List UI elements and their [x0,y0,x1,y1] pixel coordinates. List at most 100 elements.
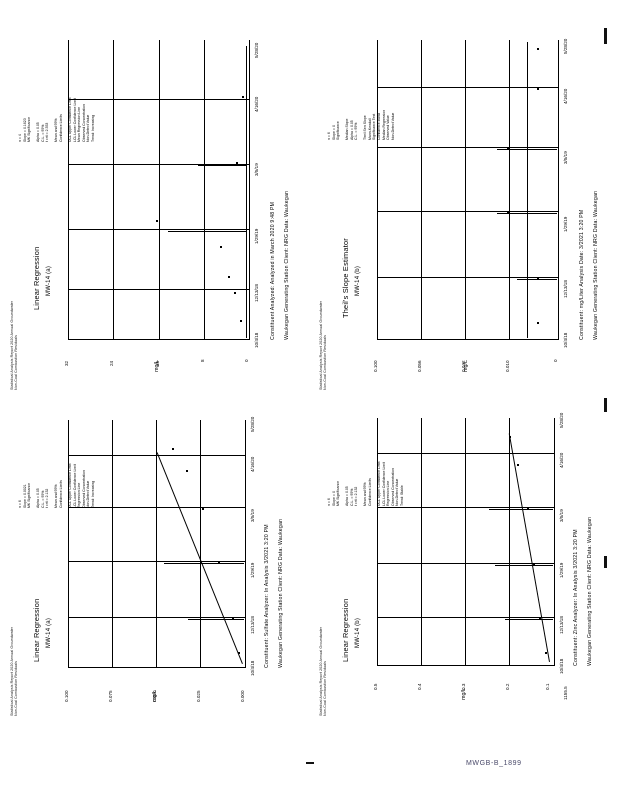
x-tick-label: 12/13/18 [250,616,255,634]
x-tick-label: 5/28/20 [250,416,255,432]
y-tick-label: 0.056 [417,360,422,373]
gridline-vertical [377,147,559,148]
regression-line [246,46,247,338]
footer-line-2: Waukegan Generating Station Client: NRG … [587,516,593,666]
plot-area: 32 24 16 8 0 10/4/18 12/13/18 1/29/19 3/… [64,40,259,366]
plot-area: 0.5 0.4 0.3 0.2 0.1 1155.5 10/4/18 12/13… [373,413,568,700]
data-point [537,88,539,90]
x-tick-label: 1/29/19 [563,216,568,232]
confidence-interval [218,99,246,100]
scan-edge-mark [306,762,314,764]
gridline [377,418,378,666]
data-point [236,162,238,164]
x-axis [245,420,246,668]
gridline [156,420,157,668]
confidence-interval [164,563,244,564]
y-tick-label: 0.2 [505,683,510,690]
data-point [240,320,242,322]
regression-line [508,433,550,662]
confidence-interval [188,619,244,620]
confidence-interval [168,231,246,232]
chart-title: Linear Regression [341,598,350,662]
gridline [509,40,510,340]
gridline-vertical [377,211,559,212]
gridline [68,40,69,340]
x-tick-label: 3/5/19 [563,151,568,164]
header-note: Statistical Analysis Report 2020 Annual … [10,300,19,390]
data-point [220,246,222,248]
x-tick-label: 3/5/19 [250,509,255,522]
header-note: Statistical Analysis Report 2020 Annual … [10,626,19,716]
x-tick-label: 10/4/18 [254,332,259,348]
y-tick-label: 0.100 [373,360,378,373]
x-tick-label: 5/28/20 [254,42,259,58]
x-tick-label: 1/29/19 [254,228,259,244]
gridline [421,418,422,666]
y-tick-label: 0.025 [196,690,201,703]
gridline [465,418,466,666]
x-tick-label: 10/4/18 [563,332,568,348]
data-point [537,322,539,324]
x-tick-label: 10/4/18 [250,660,255,676]
y-tick-label: 0 [244,359,249,362]
chart-subtitle: MW-14 (a) [46,265,52,296]
y-tick-label: 0.5 [373,683,378,690]
chart-panel-bottom-right: Statistical Analysis Report 2020 Annual … [309,398,618,750]
data-point [517,464,519,466]
chart-title: Theil's Slope Estimator [341,238,350,318]
y-axis [377,339,559,340]
x-tick-label: 1/29/19 [250,562,255,578]
footer-line-1: Constituent: Sulfate Analyzer: In Analys… [264,524,270,668]
y-axis-label: mg/L [461,688,467,700]
x-axis [554,418,555,666]
y-axis-note: 1155.5 [563,686,568,700]
scan-edge-mark [604,398,607,412]
data-point [537,48,539,50]
y-tick-label: 0.1 [545,683,550,690]
y-axis-label: mg/L [152,690,158,702]
y-axis [377,665,555,666]
x-tick-label: 1/29/19 [559,562,564,578]
gridline-vertical [377,563,555,564]
gridline-vertical [377,617,555,618]
y-tick-label: 32 [64,360,69,366]
gridline-vertical [68,289,250,290]
x-tick-label: 5/28/20 [563,38,568,54]
x-tick-label: 10/4/18 [559,658,564,674]
x-tick-label: 4/16/20 [563,88,568,104]
x-tick-label: 3/5/19 [559,509,564,522]
gridline [377,40,378,340]
gridline [112,420,113,668]
footer-line-1: Constituent: mg/Liter Analysis Date: 3/2… [579,209,585,340]
gridline [159,40,160,340]
x-axis [558,40,559,340]
chart-subtitle: MW-14 (b) [355,617,361,648]
y-tick-label: 8 [200,359,205,362]
x-tick-label: 4/16/20 [559,452,564,468]
data-point [228,276,230,278]
x-tick-label: 3/5/19 [254,163,259,176]
header-note: Statistical Analysis Report 2020 Annual … [319,300,328,390]
gridline [200,420,201,668]
chart-panel-top-left: Statistical Analysis Report 2020 Annual … [0,0,309,400]
footer-line-2: Waukegan Generating Station Client: NRG … [593,190,599,340]
data-point [242,96,244,98]
gridline-vertical [68,617,246,618]
chart-panel-top-right: Statistical Analysis Report 2020 Annual … [309,0,618,400]
gridline [204,40,205,340]
x-tick-label: 4/16/20 [250,456,255,472]
y-axis-label: mg/L [154,360,160,372]
footer-line-2: Waukegan Generating Station Client: NRG … [284,190,290,340]
x-tick-label: 5/28/20 [559,412,564,428]
bates-stamp: MWGB-B_1899 [466,760,522,767]
x-tick-label: 4/16/20 [254,96,259,112]
gridline [68,420,69,668]
y-axis-label: mg/L [463,360,469,372]
y-tick-label: 0.075 [108,690,113,703]
header-note: Statistical Analysis Report 2020 Annual … [319,626,328,716]
gridline-vertical [377,87,559,88]
footer-line-2: Waukegan Generating Station Client: NRG … [278,518,284,668]
confidence-band [517,279,557,280]
y-axis [68,667,246,668]
